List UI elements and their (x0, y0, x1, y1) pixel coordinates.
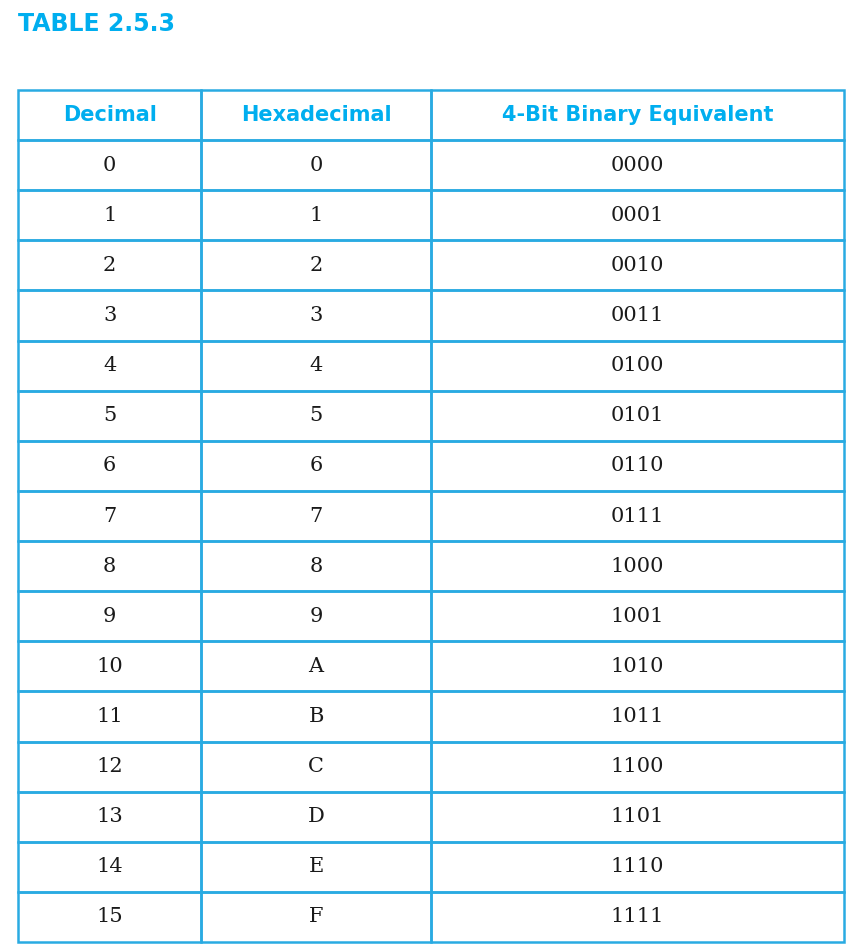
Text: 9: 9 (102, 607, 116, 626)
Text: 1100: 1100 (610, 757, 664, 776)
Text: 1010: 1010 (610, 656, 664, 675)
Text: 0010: 0010 (610, 256, 664, 275)
Text: 14: 14 (96, 857, 123, 876)
Text: 0: 0 (309, 156, 323, 175)
Text: 4: 4 (103, 356, 116, 375)
Text: D: D (307, 808, 325, 826)
Text: 1: 1 (309, 206, 323, 225)
Text: 7: 7 (309, 506, 322, 525)
Text: 0111: 0111 (610, 506, 664, 525)
Text: C: C (308, 757, 324, 776)
Text: 1000: 1000 (610, 557, 664, 576)
Text: 1: 1 (102, 206, 116, 225)
Text: 12: 12 (96, 757, 123, 776)
Text: 5: 5 (309, 407, 322, 426)
Text: 1111: 1111 (610, 907, 664, 926)
Text: 1101: 1101 (610, 808, 664, 826)
Text: 0110: 0110 (610, 456, 664, 475)
Text: 1001: 1001 (610, 607, 664, 626)
Text: 5: 5 (103, 407, 116, 426)
Text: F: F (308, 907, 323, 926)
Text: 8: 8 (103, 557, 116, 576)
Text: E: E (308, 857, 324, 876)
Text: 4: 4 (309, 356, 322, 375)
Text: 2: 2 (309, 256, 322, 275)
Text: Hexadecimal: Hexadecimal (240, 105, 391, 125)
Text: 0100: 0100 (610, 356, 664, 375)
Text: 0001: 0001 (610, 206, 664, 225)
Text: 9: 9 (309, 607, 323, 626)
Text: 7: 7 (103, 506, 116, 525)
Text: B: B (308, 707, 324, 726)
Text: 3: 3 (309, 306, 323, 325)
Text: 13: 13 (96, 808, 123, 826)
Text: 3: 3 (102, 306, 116, 325)
Text: 6: 6 (309, 456, 322, 475)
Text: TABLE 2.5.3: TABLE 2.5.3 (18, 12, 175, 36)
Text: 0: 0 (102, 156, 116, 175)
Text: 8: 8 (309, 557, 322, 576)
Text: 0000: 0000 (610, 156, 664, 175)
Text: 0101: 0101 (610, 407, 664, 426)
Text: 1110: 1110 (610, 857, 664, 876)
Text: 6: 6 (103, 456, 116, 475)
Text: 11: 11 (96, 707, 123, 726)
Text: 15: 15 (96, 907, 123, 926)
Text: A: A (308, 656, 324, 675)
Text: 4-Bit Binary Equivalent: 4-Bit Binary Equivalent (501, 105, 772, 125)
Text: 10: 10 (96, 656, 123, 675)
Text: 0011: 0011 (610, 306, 664, 325)
Text: 2: 2 (103, 256, 116, 275)
Text: 1011: 1011 (610, 707, 664, 726)
Text: Decimal: Decimal (63, 105, 157, 125)
